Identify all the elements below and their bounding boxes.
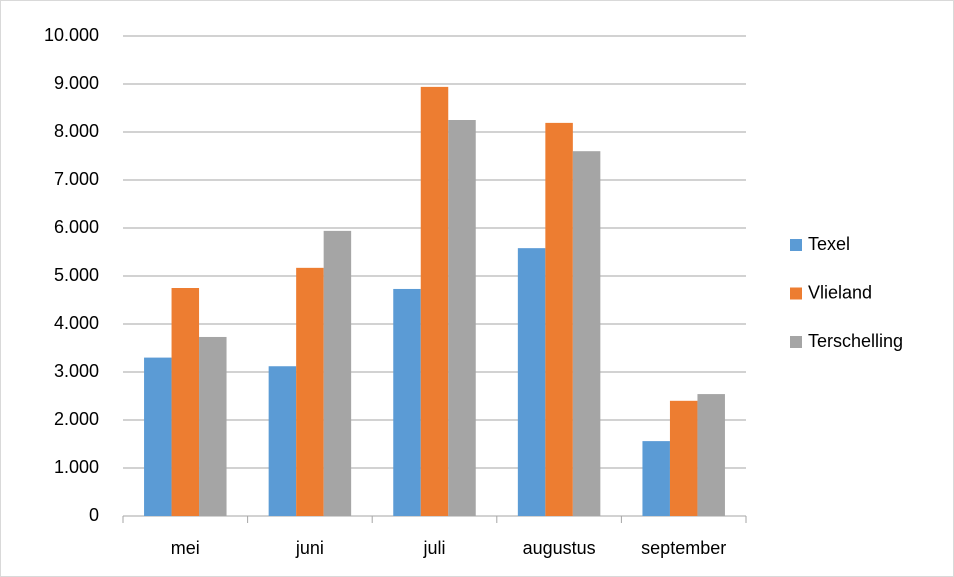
bar [420, 86, 449, 516]
legend-swatch [790, 336, 802, 348]
y-tick-label: 10.000 [44, 25, 99, 45]
legend-label: Vlieland [808, 282, 872, 302]
y-tick-label: 1.000 [54, 457, 99, 477]
bar [517, 248, 546, 516]
bar [669, 400, 698, 516]
bar [171, 288, 200, 516]
x-tick-label: juli [422, 538, 445, 558]
y-tick-label: 4.000 [54, 313, 99, 333]
legend-swatch [790, 287, 802, 300]
bar [572, 151, 601, 516]
y-tick-label: 2.000 [54, 409, 99, 429]
bar [448, 120, 476, 516]
bar [199, 336, 227, 516]
bar [323, 230, 352, 516]
x-tick-label: september [641, 538, 726, 558]
y-tick-label: 0 [89, 505, 99, 525]
bar [642, 441, 670, 516]
bar [144, 357, 172, 516]
y-tick-label: 9.000 [54, 73, 99, 93]
legend-label: Terschelling [808, 331, 903, 351]
legend-label: Texel [808, 234, 850, 254]
legend-swatch [790, 239, 802, 251]
y-tick-label: 8.000 [54, 121, 99, 141]
x-tick-label: mei [171, 538, 200, 558]
y-tick-label: 6.000 [54, 217, 99, 237]
y-tick-label: 3.000 [54, 361, 99, 381]
y-tick-label: 7.000 [54, 169, 99, 189]
bar [296, 267, 324, 516]
bar [697, 394, 725, 516]
y-tick-label: 5.000 [54, 265, 99, 285]
x-tick-label: augustus [523, 538, 596, 558]
bar [545, 122, 573, 516]
x-tick-label: juni [295, 538, 324, 558]
bar [393, 288, 421, 516]
bar [268, 366, 297, 516]
